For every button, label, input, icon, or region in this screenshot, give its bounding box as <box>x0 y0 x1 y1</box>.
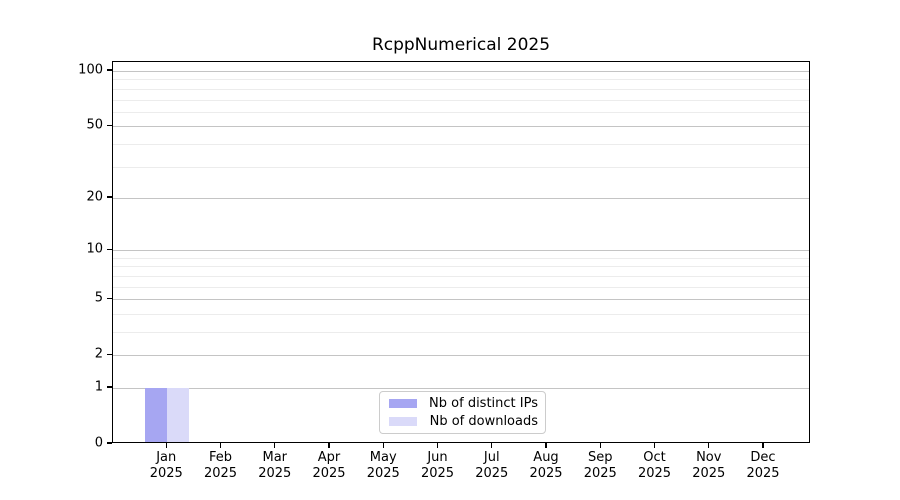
x-tick-month: Oct <box>643 450 666 465</box>
bar <box>167 387 190 442</box>
major-gridline <box>113 71 809 73</box>
major-gridline <box>113 250 809 252</box>
minor-gridline <box>113 79 809 81</box>
x-tick-label: Apr 2025 <box>312 450 345 482</box>
y-tick-mark <box>107 442 112 444</box>
legend: Nb of distinct IPs Nb of downloads <box>379 391 546 434</box>
x-tick-month: Apr <box>317 450 341 465</box>
x-tick-year: 2025 <box>366 466 400 481</box>
y-tick-mark <box>107 124 112 126</box>
x-tick-label: Dec 2025 <box>746 450 779 482</box>
x-tick-month: Sep <box>587 450 613 465</box>
x-tick-month: Jun <box>427 450 448 465</box>
y-tick-mark <box>107 353 112 355</box>
chart-title: RcppNumerical 2025 <box>371 35 551 55</box>
legend-label: Nb of distinct IPs <box>429 396 538 411</box>
minor-gridline <box>113 313 809 315</box>
x-tick-year: 2025 <box>529 466 563 481</box>
x-tick-mark <box>708 443 710 448</box>
x-tick-label: May 2025 <box>367 450 400 482</box>
x-tick-month: Nov <box>696 450 722 465</box>
x-tick-mark <box>219 443 222 448</box>
y-tick-label: 20 <box>86 189 103 205</box>
x-tick-year: 2025 <box>692 466 726 481</box>
minor-gridline <box>113 257 809 259</box>
x-tick-month: Mar <box>262 450 288 465</box>
x-tick-label: Jul 2025 <box>475 450 508 482</box>
legend-label: Nb of downloads <box>429 414 538 429</box>
x-tick-month: Feb <box>208 450 233 465</box>
x-tick-year: 2025 <box>637 466 672 481</box>
x-tick-mark <box>599 443 601 448</box>
x-tick-mark <box>328 443 330 448</box>
y-tick-label: 5 <box>94 290 103 306</box>
y-tick-mark <box>107 386 112 388</box>
legend-item: Nb of downloads <box>387 414 538 430</box>
x-tick-label: Jun 2025 <box>421 450 454 482</box>
x-tick-mark <box>165 443 167 448</box>
y-tick-label: 50 <box>86 117 103 133</box>
y-tick-label: 10 <box>86 241 103 257</box>
x-tick-label: Aug 2025 <box>529 450 562 482</box>
minor-gridline <box>113 143 809 145</box>
minor-gridline <box>113 166 809 168</box>
y-tick-label: 1 <box>94 379 103 395</box>
x-tick-year: 2025 <box>312 466 346 481</box>
y-tick-mark <box>107 248 112 250</box>
bar <box>145 387 168 442</box>
x-tick-mark <box>436 443 439 448</box>
y-tick-mark <box>107 196 112 198</box>
x-tick-month: Jul <box>483 450 500 465</box>
x-tick-mark <box>653 443 656 448</box>
y-tick-label: 2 <box>94 346 103 362</box>
x-tick-label: Feb 2025 <box>204 450 237 482</box>
x-tick-year: 2025 <box>583 466 617 481</box>
y-tick-label: 100 <box>78 62 103 78</box>
x-tick-mark <box>382 443 384 448</box>
minor-gridline <box>113 99 809 101</box>
x-tick-year: 2025 <box>420 466 455 481</box>
legend-swatch <box>389 417 417 426</box>
y-tick-label: 0 <box>94 435 103 451</box>
x-tick-mark <box>762 443 764 448</box>
major-gridline <box>113 387 809 389</box>
x-tick-year: 2025 <box>475 466 509 481</box>
major-gridline <box>113 197 809 199</box>
major-gridline <box>113 126 809 128</box>
plot-area <box>112 61 810 443</box>
minor-gridline <box>113 88 809 90</box>
x-tick-label: Sep 2025 <box>584 450 617 482</box>
minor-gridline <box>113 331 809 333</box>
y-tick-mark <box>107 297 112 299</box>
x-tick-year: 2025 <box>203 466 238 481</box>
x-tick-label: Mar 2025 <box>258 450 291 482</box>
minor-gridline <box>113 286 809 288</box>
x-tick-month: Dec <box>750 450 776 465</box>
x-tick-year: 2025 <box>746 466 780 481</box>
major-gridline <box>113 299 809 301</box>
x-tick-label: Oct 2025 <box>638 450 671 482</box>
minor-gridline <box>113 275 809 277</box>
x-tick-label: Jan 2025 <box>150 450 183 482</box>
major-gridline <box>113 355 809 357</box>
x-tick-month: Aug <box>533 450 559 465</box>
x-tick-year: 2025 <box>258 466 292 481</box>
x-tick-mark <box>491 443 493 448</box>
legend-swatch <box>389 399 417 408</box>
x-tick-year: 2025 <box>149 466 183 481</box>
x-tick-mark <box>274 443 276 448</box>
minor-gridline <box>113 266 809 268</box>
x-tick-mark <box>545 443 547 448</box>
x-tick-month: Jan <box>156 450 177 465</box>
x-tick-label: Nov 2025 <box>692 450 725 482</box>
legend-item: Nb of distinct IPs <box>387 396 538 412</box>
x-tick-month: May <box>369 450 397 465</box>
minor-gridline <box>113 111 809 113</box>
y-tick-mark <box>107 69 112 71</box>
